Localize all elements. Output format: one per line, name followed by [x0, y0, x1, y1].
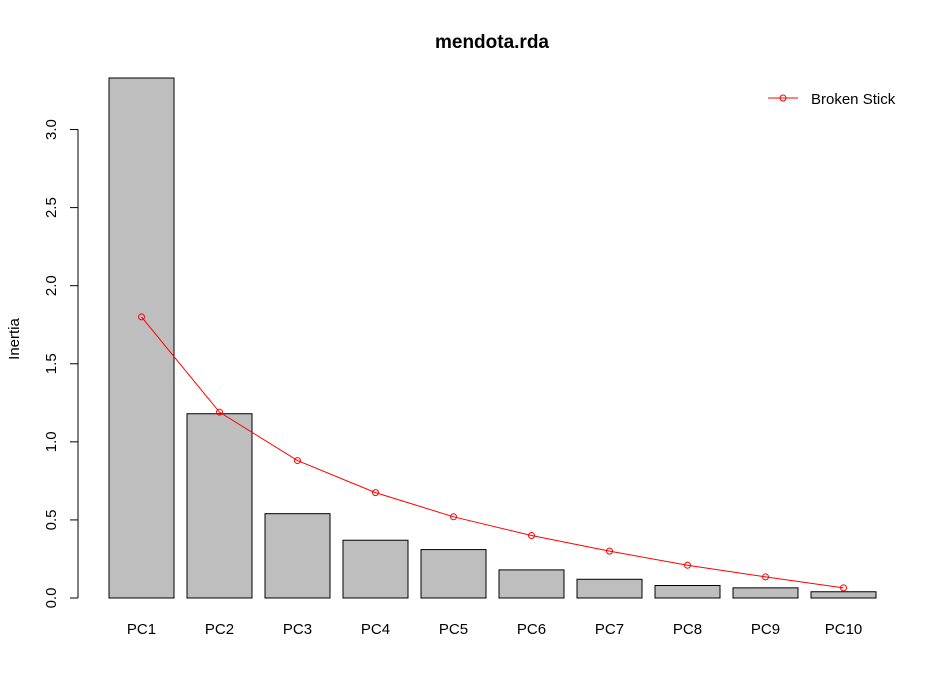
broken-stick-series — [138, 313, 847, 592]
y-tick-label: 1.0 — [43, 431, 60, 452]
broken-stick-point — [840, 584, 847, 592]
y-tick-label: 0.0 — [43, 588, 60, 609]
bar-pc6 — [498, 569, 565, 599]
y-tick-label: 2.0 — [43, 275, 60, 296]
broken-stick-point — [528, 532, 535, 540]
x-tick-label: PC10 — [825, 621, 863, 638]
chart-title: mendota.rda — [435, 32, 549, 53]
x-axis-labels: PC1 PC2 PC3 PC4 PC5 PC6 PC7 PC8 PC9 PC10 — [127, 621, 862, 638]
bar-pc9 — [732, 587, 799, 599]
bar-pc8 — [654, 585, 721, 599]
broken-stick-point — [762, 573, 769, 581]
bar-pc10 — [810, 591, 877, 599]
bar-pc3 — [264, 513, 331, 599]
y-axis: 0.0 0.5 1.0 1.5 2.0 2.5 3.0 — [43, 119, 79, 609]
broken-stick-point — [684, 561, 691, 569]
bar-pc2 — [186, 413, 253, 599]
x-tick-label: PC4 — [361, 621, 390, 638]
bars — [108, 77, 877, 599]
x-tick-label: PC1 — [127, 621, 156, 638]
x-tick-label: PC7 — [595, 621, 624, 638]
y-tick-label: 0.5 — [43, 509, 60, 530]
x-tick-label: PC9 — [751, 621, 780, 638]
legend-label-broken-stick: Broken Stick — [811, 91, 896, 108]
bar-pc7 — [576, 578, 643, 599]
legend-marker-swatch — [779, 94, 787, 102]
bar-pc4 — [342, 539, 409, 599]
y-tick-label: 3.0 — [43, 119, 60, 140]
bar-pc5 — [420, 549, 487, 599]
broken-stick-point — [606, 547, 613, 555]
x-tick-label: PC5 — [439, 621, 468, 638]
y-tick-label: 1.5 — [43, 353, 60, 374]
x-tick-label: PC2 — [205, 621, 234, 638]
x-tick-label: PC8 — [673, 621, 702, 638]
broken-stick-point — [372, 489, 379, 497]
y-tick-label: 2.5 — [43, 197, 60, 218]
broken-stick-point — [450, 513, 457, 521]
bar-pc1 — [108, 77, 175, 599]
broken-stick-point — [294, 457, 301, 465]
broken-stick-line — [141, 316, 844, 589]
legend: Broken Stick — [768, 91, 896, 108]
x-tick-label: PC3 — [283, 621, 312, 638]
broken-stick-point — [216, 408, 223, 416]
broken-stick-point — [138, 313, 145, 321]
y-axis-label: Inertia — [6, 318, 23, 360]
x-tick-label: PC6 — [517, 621, 546, 638]
